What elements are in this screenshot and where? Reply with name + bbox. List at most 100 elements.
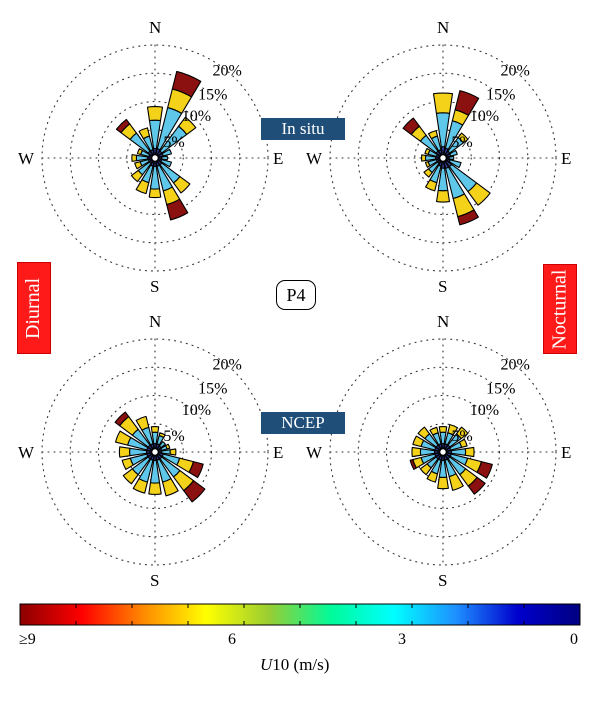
petal-segment <box>457 209 479 226</box>
windrose-panel: 5% 10% 15% 20% N S W E <box>306 312 571 590</box>
rose-center <box>439 448 447 456</box>
ring-label: 15% <box>486 86 515 103</box>
row-label-ncep: NCEP <box>261 412 345 434</box>
petal-segment <box>464 446 475 458</box>
compass-w: W <box>306 149 323 168</box>
ring-label: 5% <box>451 428 472 445</box>
petal-segment <box>476 461 493 479</box>
petal-segment <box>437 476 449 490</box>
ring-label: 10% <box>182 402 211 419</box>
petal-segment <box>448 159 462 169</box>
petal-segment <box>436 189 450 203</box>
petal-segment <box>412 435 425 448</box>
column-label-diurnal: Diurnal <box>17 262 51 354</box>
petal-segment <box>158 441 166 449</box>
petal-segment <box>183 480 206 503</box>
ring-label: 15% <box>486 380 515 397</box>
petal-segment <box>166 198 189 221</box>
petal-segment <box>115 118 131 134</box>
petal-segment <box>132 478 148 494</box>
petal-segment <box>115 430 132 446</box>
petal-segment <box>121 457 134 470</box>
petal-segment <box>162 478 179 497</box>
compass-w: W <box>306 443 323 462</box>
petal-segment <box>454 90 480 116</box>
petal-segment <box>455 426 469 440</box>
petal-segment <box>402 117 420 135</box>
compass-s: S <box>150 277 159 296</box>
windrose-panel: 5% 10% 15% 20% N S W E <box>18 312 283 590</box>
ring-label: 20% <box>213 62 242 79</box>
windrose-panel: 5% 10% 15% 20% N S W E <box>18 18 283 296</box>
windrose-panel: 5% 10% 15% 20% N S W E <box>306 18 571 296</box>
petal-segment <box>171 70 202 98</box>
petal-segment <box>425 179 438 192</box>
petal-segment <box>169 448 177 456</box>
colorbar-tick-label-0: ≥9 <box>19 631 36 648</box>
rose-center <box>151 448 159 456</box>
colorbar <box>19 603 581 626</box>
ring-label: 20% <box>501 62 530 79</box>
ring-label: 10% <box>470 108 499 125</box>
row-label-in-situ: In situ <box>261 118 345 140</box>
ring-label: 20% <box>501 356 530 373</box>
ring-label: 5% <box>451 134 472 151</box>
petal-segment <box>467 182 491 206</box>
petal-segment <box>135 415 150 431</box>
petal-segment <box>417 426 431 440</box>
petal-segment <box>447 424 459 436</box>
ring-label: 5% <box>163 428 184 445</box>
petal-segment <box>188 461 204 479</box>
petal-segment <box>165 443 171 450</box>
petal-segment <box>130 169 144 183</box>
compass-n: N <box>437 18 449 37</box>
ring-label: 5% <box>163 134 184 151</box>
rose-center <box>439 154 447 162</box>
petal-segment <box>423 168 433 178</box>
ring-label: 15% <box>198 86 227 103</box>
petal-segment <box>419 463 432 476</box>
petal-segment <box>160 159 172 168</box>
petal-segment <box>150 426 160 433</box>
colorbar-tick-label-2: 3 <box>398 631 406 648</box>
petal-segment <box>429 426 439 436</box>
petal-segment <box>467 476 486 495</box>
compass-s: S <box>150 571 159 590</box>
petal-segment <box>148 482 162 495</box>
petal-segment <box>411 446 422 458</box>
compass-e: E <box>561 149 571 168</box>
petal-segment <box>114 411 130 427</box>
petal-segment <box>146 106 164 122</box>
petal-segment <box>178 116 197 135</box>
petal-segment <box>420 154 427 162</box>
petal-segment <box>424 147 431 155</box>
station-label: P4 <box>276 280 316 310</box>
petal-segment <box>138 127 151 140</box>
petal-segment <box>172 175 191 194</box>
compass-e: E <box>561 443 571 462</box>
compass-n: N <box>437 312 449 331</box>
petal-segment <box>134 161 143 170</box>
petal-segment <box>458 438 468 448</box>
petal-segment <box>426 470 439 483</box>
petal-segment <box>136 148 143 155</box>
petal-segment <box>135 179 150 195</box>
petal-segment <box>148 188 162 199</box>
compass-n: N <box>149 18 161 37</box>
petal-segment <box>158 432 166 439</box>
petal-segment <box>438 426 448 433</box>
petal-segment <box>424 161 431 168</box>
rose-center <box>151 154 159 162</box>
petal-segment <box>448 155 455 161</box>
petal-segment <box>448 473 464 491</box>
petal-segment <box>432 92 454 114</box>
ring-label: 10% <box>470 402 499 419</box>
ring-label: 20% <box>213 356 242 373</box>
ring-label: 10% <box>182 108 211 125</box>
column-label-nocturnal: Nocturnal <box>543 264 577 354</box>
petal-segment <box>457 132 469 144</box>
petal-segment <box>161 155 168 161</box>
colorbar-tick-label-3: 0 <box>570 631 578 648</box>
petal-segment <box>409 459 417 470</box>
